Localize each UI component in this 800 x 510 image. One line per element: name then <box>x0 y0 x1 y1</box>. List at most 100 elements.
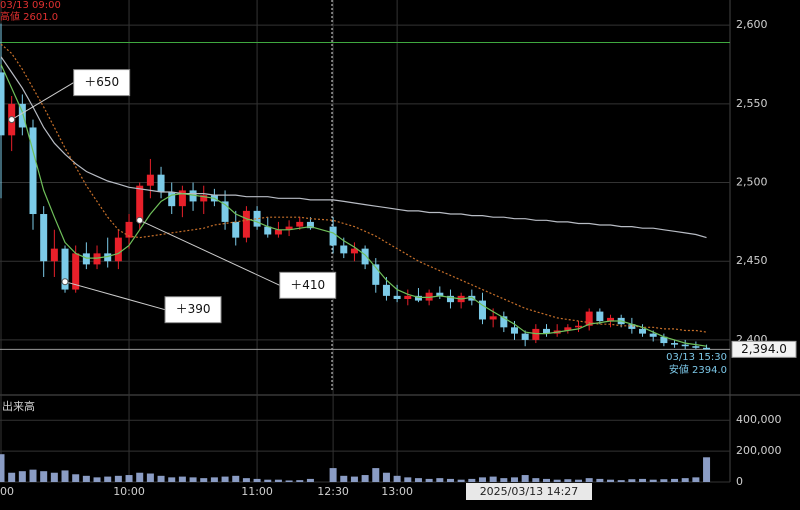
candle-body <box>361 248 369 265</box>
candle-body <box>189 190 197 202</box>
candle-body <box>500 316 508 328</box>
volume-bar <box>114 475 122 482</box>
candle-body <box>329 226 337 246</box>
volume-bar <box>72 474 80 482</box>
x-tick-label: 00 <box>0 485 14 498</box>
candle-body <box>692 346 700 348</box>
volume-bar <box>478 477 486 482</box>
volume-bar <box>264 479 272 482</box>
candle-body <box>404 295 412 300</box>
volume-title: 出来高 <box>2 399 35 413</box>
volume-bar <box>468 478 476 482</box>
volume-bar <box>436 478 444 482</box>
start-time: 03/13 09:00 <box>0 0 61 11</box>
candle-body <box>393 295 401 300</box>
volume-tick-label: 200,000 <box>736 444 782 457</box>
candle-body <box>703 347 711 350</box>
volume-bar <box>532 478 540 482</box>
candle-body <box>242 210 250 238</box>
candle-body <box>436 292 444 296</box>
volume-bar <box>414 478 422 482</box>
end-time: 03/13 15:30 <box>666 352 727 363</box>
volume-bar <box>210 477 218 482</box>
volume-bar <box>660 479 668 482</box>
price-label-box <box>731 340 797 358</box>
candle-body <box>200 195 208 202</box>
volume-bar <box>18 471 26 482</box>
candle-body <box>93 253 101 265</box>
volume-bar <box>628 479 636 482</box>
plot: 2,4002,4502,5002,5502,6000200,000400,000… <box>0 18 797 498</box>
candle-body <box>178 190 186 207</box>
annotation-point <box>8 116 16 124</box>
candle-body <box>425 292 433 301</box>
volume-bar <box>189 477 197 482</box>
volume-bar <box>425 478 433 482</box>
volume-bar <box>136 472 144 482</box>
volume-bar <box>564 479 572 482</box>
candle-body <box>489 316 497 320</box>
candle-body <box>628 324 636 329</box>
candle-body <box>253 210 261 227</box>
candle-body <box>61 248 69 290</box>
ma-line <box>0 43 707 333</box>
volume-bar <box>296 480 304 482</box>
volume-bar <box>350 476 358 482</box>
candle-body <box>296 221 304 227</box>
volume-bar <box>329 468 337 482</box>
annotation-point <box>136 216 144 224</box>
candle-body <box>446 295 454 303</box>
candle-body <box>232 221 240 238</box>
candle-body <box>29 127 37 215</box>
volume-bar <box>40 471 48 482</box>
candle-body <box>585 311 593 326</box>
annotation-leader <box>11 82 74 121</box>
volume-bar <box>585 478 593 482</box>
volume-bar <box>446 478 454 482</box>
cursor-label: 2025/03/13 14:27 <box>480 485 579 498</box>
volume-bar <box>168 477 176 482</box>
volume-bar <box>607 479 615 482</box>
candle-body <box>146 174 154 186</box>
candle-body <box>596 311 604 322</box>
candle-body <box>382 284 390 296</box>
candle-body <box>532 328 540 340</box>
volume-bar <box>274 479 282 482</box>
candle-body <box>478 300 486 320</box>
volume-bar <box>489 476 497 482</box>
annotation-box <box>279 271 337 299</box>
annotation-box <box>73 69 131 97</box>
x-tick-label: 12:30 <box>317 485 349 498</box>
volume-bar <box>500 478 508 482</box>
annotation-leader <box>139 219 280 286</box>
candle-body <box>372 264 380 285</box>
volume-bar <box>61 470 69 482</box>
annotation-text: ＋410 <box>290 278 325 292</box>
volume-bar <box>8 472 16 482</box>
candle-body <box>468 295 476 301</box>
y-tick-label: 2,600 <box>736 18 768 31</box>
candle-body <box>168 191 176 207</box>
candle-body <box>0 72 5 136</box>
candle-body <box>82 253 90 265</box>
candle-body <box>575 325 583 328</box>
volume-bar <box>340 475 348 482</box>
y-tick-label: 2,500 <box>736 176 768 189</box>
volume-bar <box>200 478 208 482</box>
candle-body <box>660 336 668 344</box>
volume-bar <box>510 477 518 482</box>
volume-bar <box>146 473 154 482</box>
candle-body <box>72 253 80 290</box>
high-info: 高値 2601.0 <box>0 10 58 23</box>
volume-bar <box>93 477 101 482</box>
volume-bar <box>50 472 58 482</box>
candle-body <box>639 328 647 334</box>
candle-body <box>136 185 144 222</box>
candle-body <box>340 245 348 254</box>
volume-bar <box>596 478 604 482</box>
volume-bar <box>372 468 380 482</box>
candle-body <box>221 201 229 222</box>
volume-bar <box>382 472 390 482</box>
